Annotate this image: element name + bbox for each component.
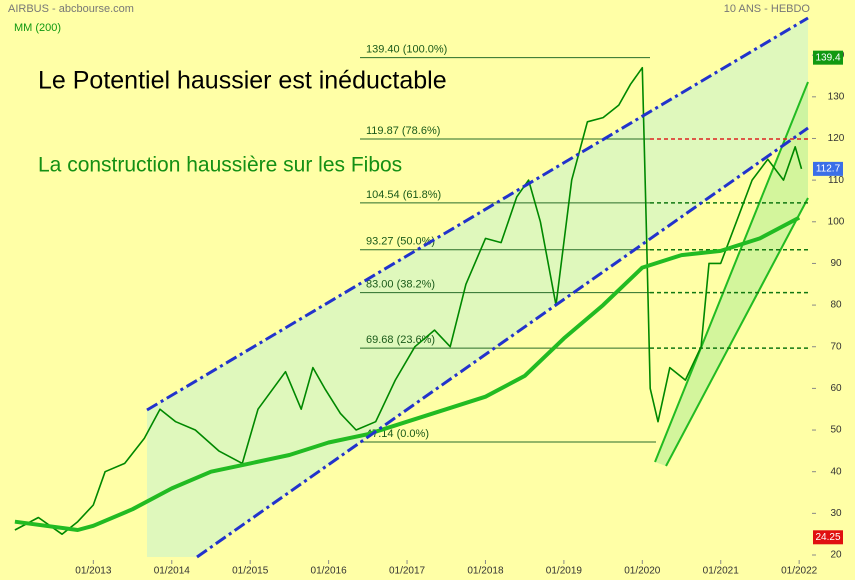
price-badge	[813, 161, 843, 176]
y-tick-label: 60	[830, 383, 842, 394]
channel-line	[146, 16, 809, 412]
price-badge-label: 24.25	[815, 532, 840, 543]
fib-label: 139.40 (100.0%)	[366, 44, 447, 56]
y-tick-label: 50	[830, 425, 842, 436]
x-tick-label: 01/2014	[154, 566, 191, 577]
y-tick-label: 110	[828, 175, 844, 186]
x-tick-label: 01/2018	[467, 566, 504, 577]
price-badge	[813, 50, 843, 65]
y-tick-label: 120	[828, 133, 845, 144]
fib-label: 83.00 (38.2%)	[366, 278, 435, 290]
fib-label: 119.87 (78.6%)	[366, 125, 440, 137]
channel-fill	[147, 18, 808, 557]
annotation: Le Potentiel haussier est inéductable	[38, 67, 447, 95]
sub-channel-line	[665, 197, 809, 467]
moving-average	[14, 215, 801, 532]
annotation: La construction haussière sur les Fibos	[38, 154, 402, 177]
x-tick-label: 01/2015	[232, 566, 269, 577]
x-tick-label: 01/2022	[781, 566, 818, 577]
x-tick-label: 01/2019	[546, 566, 583, 577]
price-badge-label: 139.4	[815, 52, 840, 63]
fib-label: 69.68 (23.6%)	[366, 334, 435, 346]
y-tick-label: 100	[828, 216, 845, 227]
price-badge	[813, 530, 843, 545]
y-tick-label: 70	[830, 341, 842, 352]
axis-background	[812, 0, 855, 580]
channel-line	[196, 126, 809, 559]
y-tick-label: 130	[828, 91, 845, 102]
fib-label: 93.27 (50.0%)	[366, 236, 435, 248]
x-tick-label: 01/2016	[311, 566, 348, 577]
chart-subtitle: 10 ANS - HEBDO	[724, 3, 811, 15]
y-tick-label: 40	[830, 466, 842, 477]
legend-entry: MM (200)	[14, 22, 61, 34]
x-tick-label: 01/2017	[389, 566, 426, 577]
y-tick-label: 80	[830, 300, 842, 311]
fib-label: 104.54 (61.8%)	[366, 189, 441, 201]
price-badge-label: 112.7	[816, 164, 841, 175]
x-tick-label: 01/2021	[703, 566, 740, 577]
y-tick-label: 20	[830, 550, 842, 561]
chart-title: AIRBUS - abcbourse.com	[8, 3, 134, 15]
x-tick-label: 01/2013	[75, 566, 112, 577]
price-line	[14, 66, 803, 535]
x-tick-label: 01/2020	[624, 566, 661, 577]
y-tick-label: 90	[830, 258, 842, 269]
y-tick-label: 30	[830, 508, 842, 519]
